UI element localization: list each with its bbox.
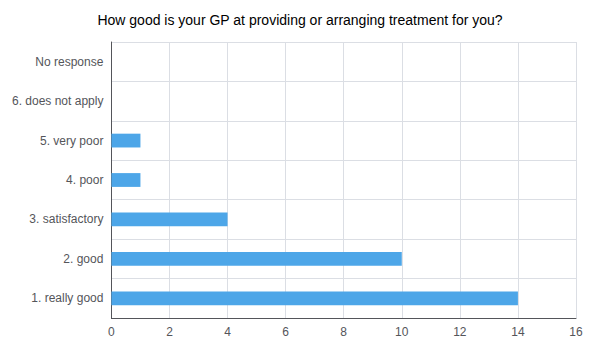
svg-text:4: 4: [224, 325, 231, 339]
svg-text:How good is your GP at providi: How good is your GP at providing or arra…: [97, 12, 502, 28]
svg-text:No response: No response: [35, 55, 103, 69]
svg-text:16: 16: [569, 325, 583, 339]
svg-text:4. poor: 4. poor: [66, 173, 103, 187]
svg-text:1. really good: 1. really good: [31, 291, 103, 305]
svg-text:8: 8: [340, 325, 347, 339]
svg-text:0: 0: [108, 325, 115, 339]
svg-text:6: 6: [282, 325, 289, 339]
svg-text:10: 10: [395, 325, 409, 339]
svg-text:3. satisfactory: 3. satisfactory: [29, 212, 103, 226]
svg-text:12: 12: [453, 325, 467, 339]
svg-text:6. does not apply: 6. does not apply: [12, 94, 103, 108]
svg-text:14: 14: [511, 325, 525, 339]
svg-text:2: 2: [166, 325, 173, 339]
svg-text:5. very poor: 5. very poor: [40, 134, 103, 148]
svg-text:2. good: 2. good: [63, 252, 103, 266]
